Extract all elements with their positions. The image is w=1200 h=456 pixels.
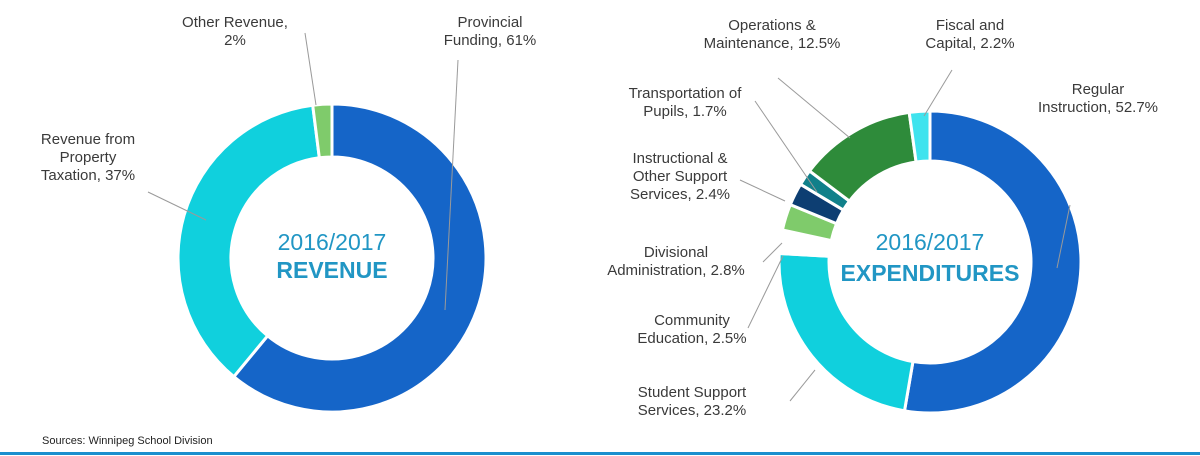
leader-line-instructional bbox=[739, 179, 786, 202]
center-title: EXPENDITURES bbox=[841, 260, 1020, 286]
center-year: 2016/2017 bbox=[876, 229, 985, 255]
slice-revenue-from bbox=[176, 103, 322, 379]
slice-provincial bbox=[231, 102, 488, 414]
slice-label-community: Community Education, 2.5% bbox=[637, 312, 746, 347]
slice-label-other-revenue: Other Revenue, 2% bbox=[182, 14, 288, 49]
slice-label-instructional: Instructional & Other Support Services, 2.… bbox=[630, 150, 730, 203]
leader-line-transportation-of bbox=[754, 100, 818, 193]
revenue-donut-chart: Provincial Funding, 61% Revenue from Proper… bbox=[41, 14, 537, 414]
leader-line-divisional bbox=[762, 242, 783, 263]
center-title: REVENUE bbox=[276, 257, 387, 283]
leader-line-operations bbox=[777, 77, 851, 139]
leader-line-student-support bbox=[789, 369, 816, 402]
leader-line-fiscal-and bbox=[923, 69, 953, 117]
slice-label-fiscal-and: Fiscal and Capital, 2.2% bbox=[925, 17, 1014, 52]
center-year: 2016/2017 bbox=[278, 229, 387, 255]
bottom-divider bbox=[0, 452, 1200, 455]
leader-line-regular bbox=[1056, 204, 1071, 269]
expenditures-donut-chart: Regular Instruction, 52.7% Student Support… bbox=[607, 17, 1158, 419]
slice-label-student-support: Student Support Services, 23.2% bbox=[638, 384, 747, 419]
slice-fiscal-and bbox=[907, 109, 932, 164]
leader-line-other-revenue bbox=[304, 32, 317, 106]
slice-regular bbox=[902, 109, 1083, 415]
slice-label-regular: Regular Instruction, 52.7% bbox=[1038, 81, 1158, 116]
slice-label-operations: Operations & Maintenance, 12.5% bbox=[704, 17, 841, 52]
slice-label-divisional: Divisional Administration, 2.8% bbox=[607, 244, 745, 279]
slice-other-revenue bbox=[311, 102, 334, 160]
slice-label-provincial: Provincial Funding, 61% bbox=[444, 14, 537, 49]
source-note: Sources: Winnipeg School Division bbox=[42, 435, 213, 447]
slice-label-revenue-from: Revenue from Property Taxation, 37% bbox=[41, 131, 135, 184]
leader-line-provincial bbox=[444, 59, 459, 311]
leader-line-community bbox=[747, 255, 784, 329]
slice-label-transportation-of: Transportation of Pupils, 1.7% bbox=[629, 85, 743, 120]
leader-line-revenue-from bbox=[147, 191, 207, 221]
